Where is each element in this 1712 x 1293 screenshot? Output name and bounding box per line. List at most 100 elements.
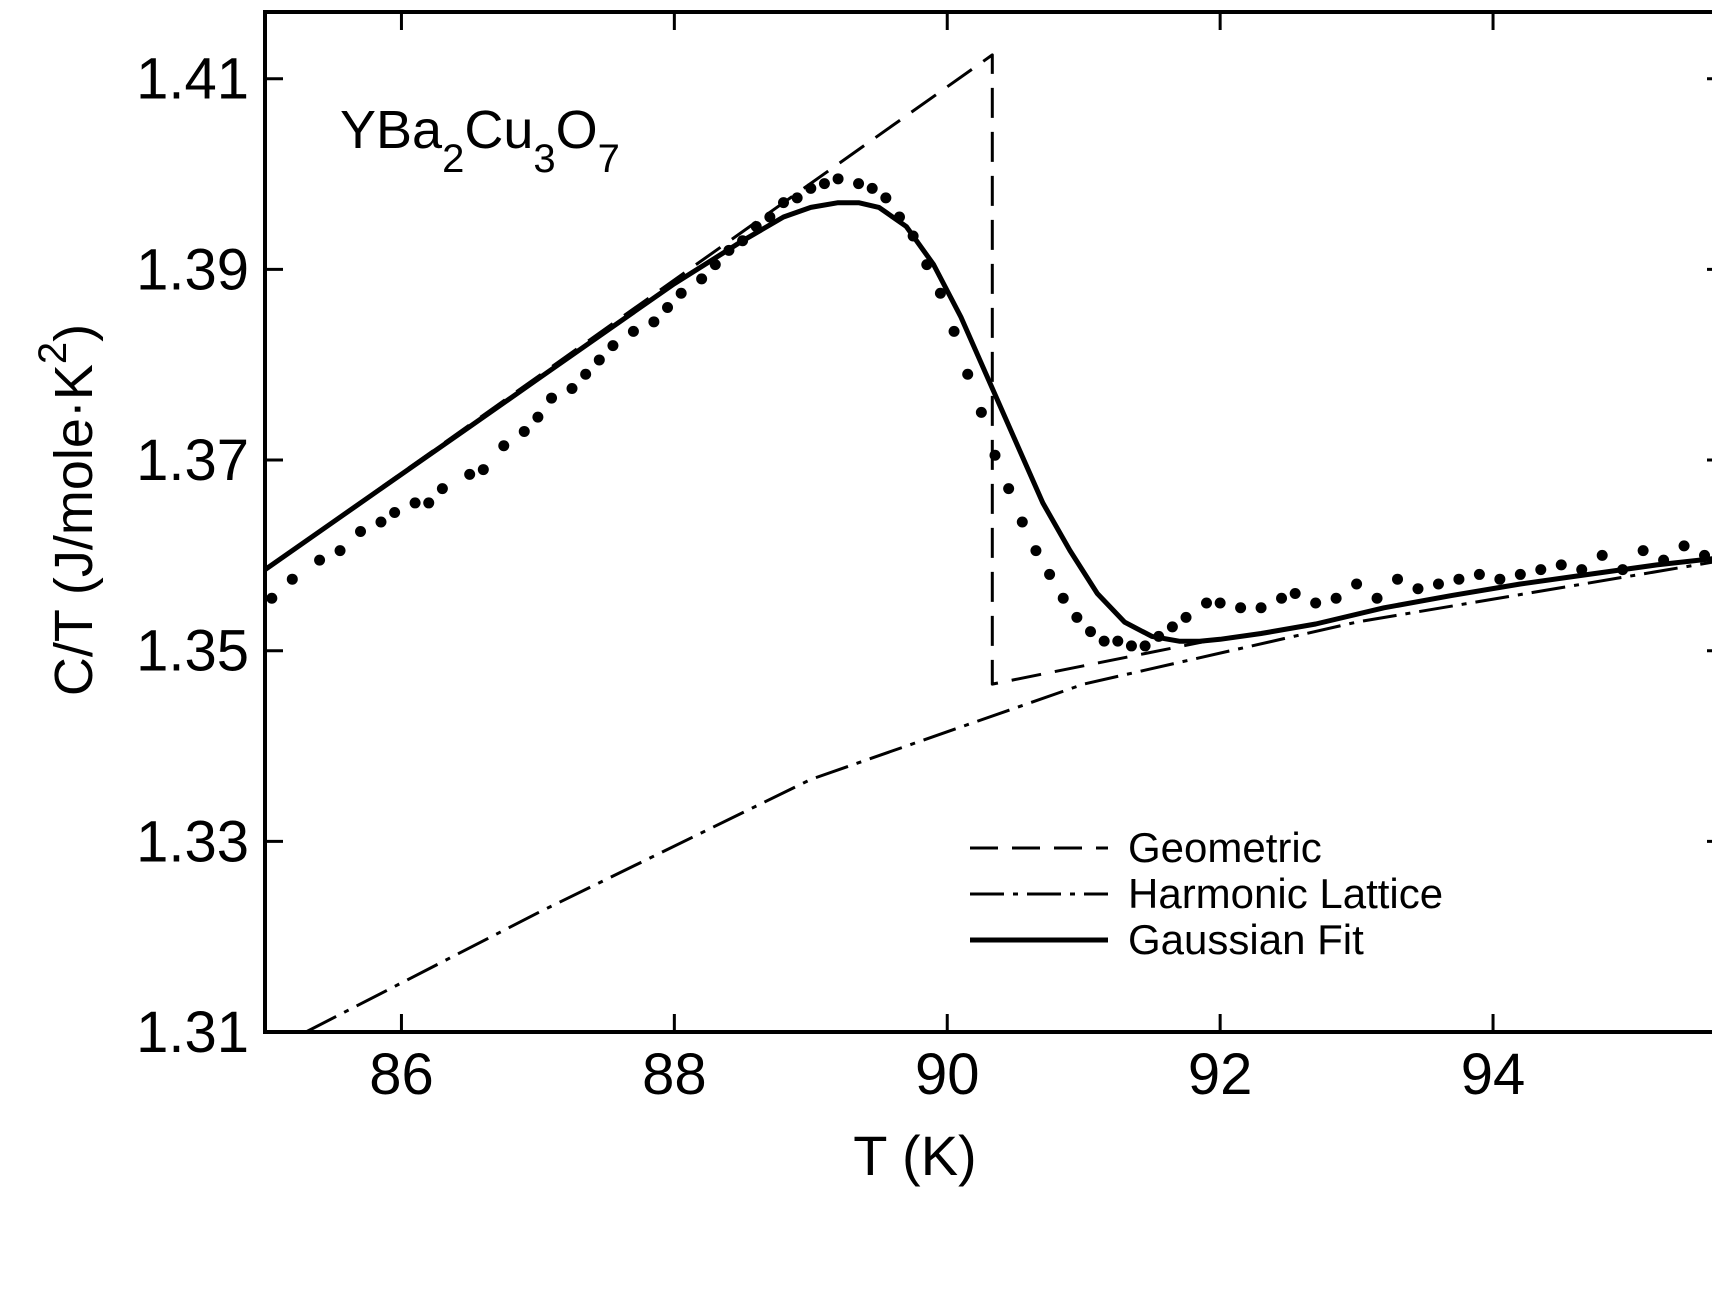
- data-point: [1289, 587, 1301, 599]
- x-tick-label: 86: [369, 1042, 434, 1107]
- data-point: [1085, 626, 1097, 638]
- data-points: [266, 173, 1711, 652]
- data-point: [436, 483, 448, 495]
- y-tick-label: 1.33: [136, 809, 249, 874]
- data-point: [1412, 583, 1424, 595]
- y-tick-label: 1.39: [136, 237, 249, 302]
- data-point: [409, 497, 421, 509]
- data-point: [934, 287, 946, 299]
- data-point: [962, 368, 974, 380]
- data-point: [880, 192, 892, 204]
- data-point: [286, 573, 298, 585]
- data-point: [1153, 630, 1165, 642]
- data-point: [723, 244, 735, 256]
- data-point: [1699, 549, 1711, 561]
- data-point: [709, 259, 721, 271]
- data-point: [423, 497, 435, 509]
- data-point: [627, 325, 639, 337]
- data-point: [546, 392, 558, 404]
- data-point: [1535, 564, 1547, 576]
- data-point: [266, 592, 278, 604]
- y-axis-label: C/T (J/mole·K2): [31, 324, 104, 696]
- data-point: [675, 287, 687, 299]
- data-point: [818, 178, 830, 190]
- plot-frame: [263, 10, 1712, 1034]
- data-point: [1330, 592, 1342, 604]
- x-tick-label: 92: [1188, 1042, 1253, 1107]
- data-point: [1057, 592, 1069, 604]
- data-point: [1200, 597, 1212, 609]
- data-point: [1432, 578, 1444, 590]
- data-point: [778, 197, 790, 209]
- legend-label-geometric: Geometric: [1128, 824, 1322, 871]
- y-tick-label: 1.31: [136, 1000, 249, 1065]
- data-point: [607, 340, 619, 352]
- data-point: [518, 425, 530, 437]
- data-point: [1125, 640, 1137, 652]
- data-point: [1658, 554, 1670, 566]
- data-point: [1214, 597, 1226, 609]
- data-point: [1098, 635, 1110, 647]
- data-point: [1276, 592, 1288, 604]
- data-point: [1044, 568, 1056, 580]
- data-point: [1235, 602, 1247, 614]
- data-point: [696, 273, 708, 285]
- legend-label-gaussian: Gaussian Fit: [1128, 916, 1364, 963]
- plot-lines: [263, 53, 1712, 1034]
- data-point: [648, 316, 660, 328]
- data-point: [532, 411, 544, 423]
- gaussian-fit-line: [263, 200, 1712, 644]
- geometric-line: [264, 53, 1207, 686]
- data-point: [477, 464, 489, 476]
- data-point: [866, 182, 878, 194]
- data-point: [1351, 578, 1363, 590]
- data-point: [1576, 564, 1588, 576]
- formula-annotation: YBa2Cu3O7: [340, 100, 620, 181]
- data-point: [989, 449, 1001, 461]
- data-point: [1255, 602, 1267, 614]
- data-point: [1071, 611, 1083, 623]
- data-point: [1494, 573, 1506, 585]
- y-tick-label: 1.35: [136, 619, 249, 684]
- data-point: [975, 406, 987, 418]
- data-point: [1678, 540, 1690, 552]
- data-point: [566, 383, 578, 395]
- data-point: [737, 235, 749, 247]
- data-point: [662, 302, 674, 314]
- data-point: [907, 230, 919, 242]
- data-point: [921, 259, 933, 271]
- data-point: [750, 220, 762, 232]
- y-tick-label: 1.41: [136, 47, 249, 112]
- data-point: [334, 545, 346, 557]
- data-point: [832, 173, 844, 185]
- data-point: [1003, 483, 1015, 495]
- x-tick-labels: 86 88 90 92 94: [369, 1042, 1525, 1107]
- data-point: [805, 182, 817, 194]
- legend-label-harmonic: Harmonic Lattice: [1128, 870, 1443, 917]
- data-point: [1392, 573, 1404, 585]
- data-point: [375, 516, 387, 528]
- data-point: [893, 211, 905, 223]
- data-point: [593, 354, 605, 366]
- data-point: [1016, 516, 1028, 528]
- data-point: [1617, 564, 1629, 576]
- data-point: [498, 440, 510, 452]
- data-point: [355, 526, 367, 538]
- data-point: [948, 325, 960, 337]
- data-point: [1180, 611, 1192, 623]
- x-tick-label: 94: [1461, 1042, 1526, 1107]
- y-tick-labels: 1.31 1.33 1.35 1.37 1.39 1.41: [136, 47, 249, 1065]
- y-tick-label: 1.37: [136, 428, 249, 493]
- data-point: [1453, 573, 1465, 585]
- harmonic-lattice-line: [305, 560, 1712, 1034]
- data-point: [1637, 545, 1649, 557]
- data-point: [791, 192, 803, 204]
- data-point: [1514, 568, 1526, 580]
- axis-ticks: [265, 12, 1712, 1034]
- data-point: [764, 211, 776, 223]
- data-point: [389, 506, 401, 518]
- data-point: [1166, 621, 1178, 633]
- data-point: [314, 554, 326, 566]
- data-point: [580, 368, 592, 380]
